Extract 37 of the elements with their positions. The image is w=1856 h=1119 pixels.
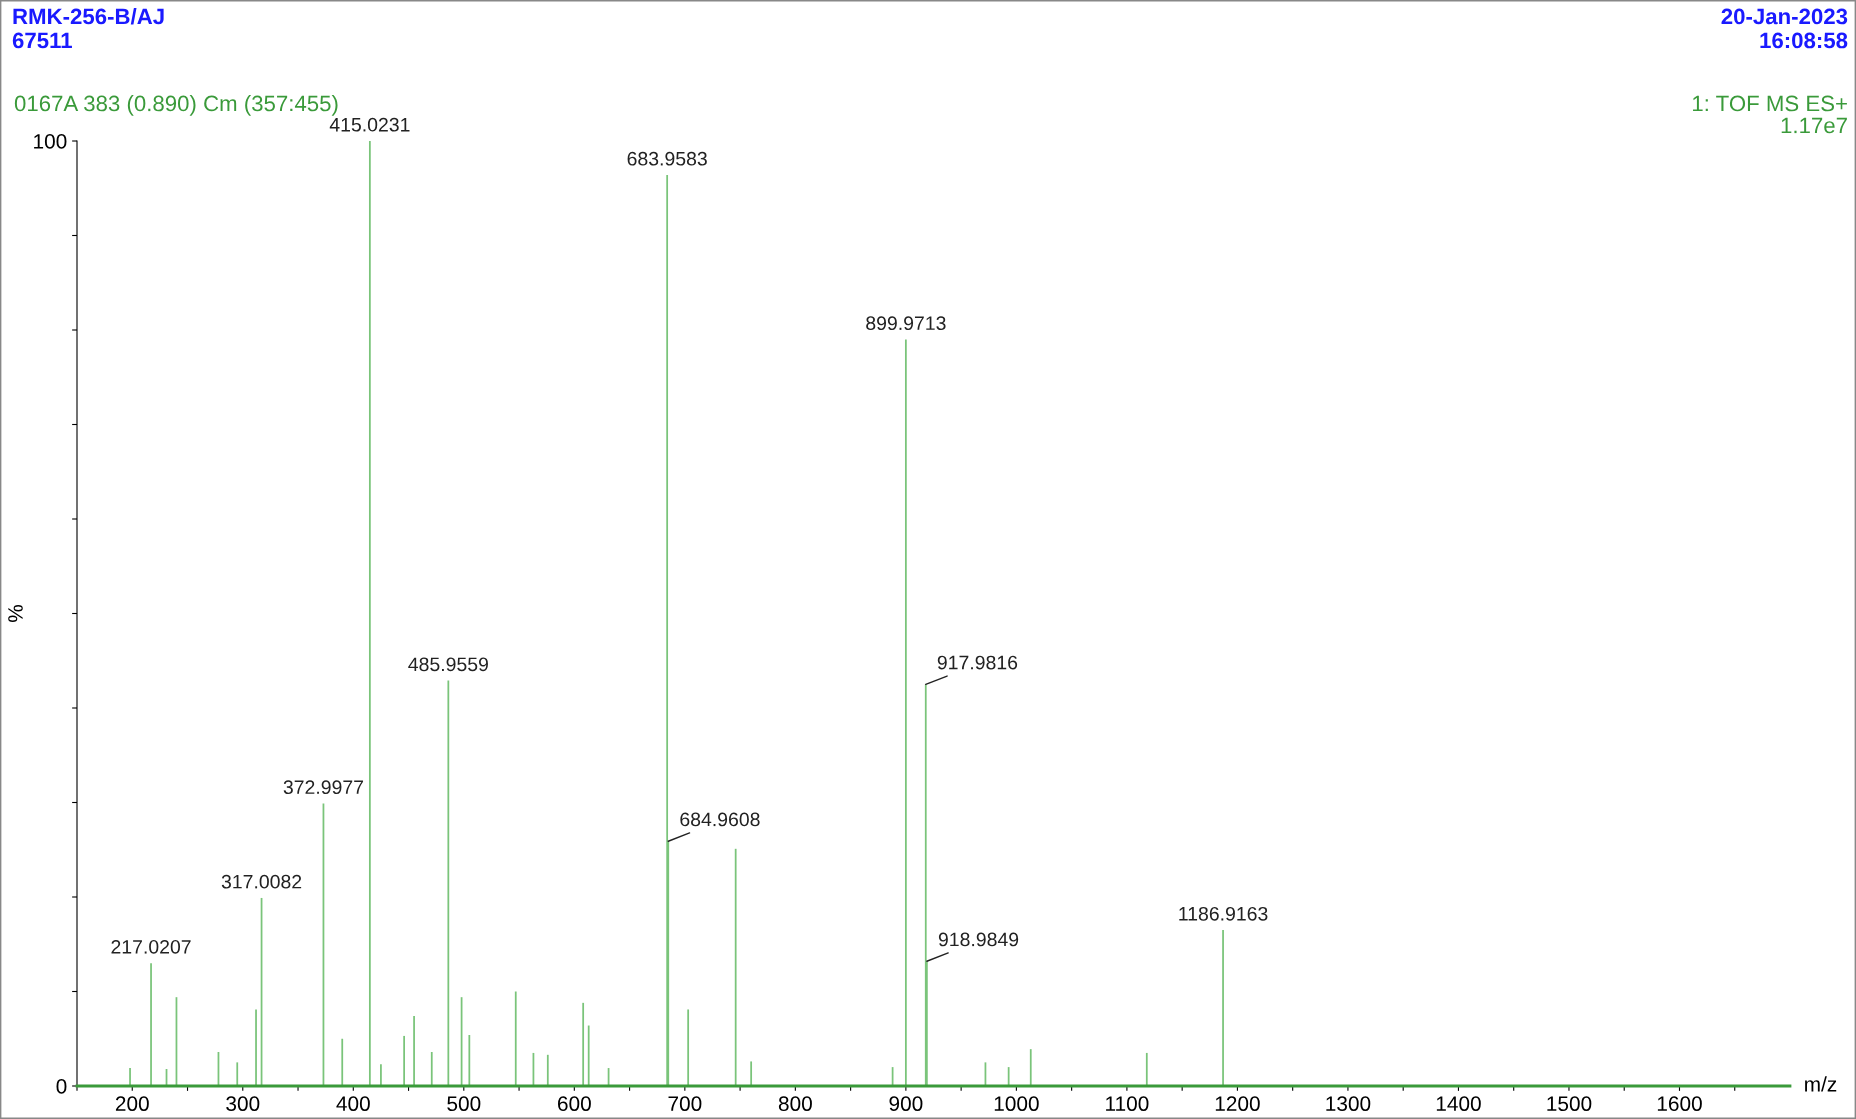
y-axis-title: % — [8, 604, 23, 623]
x-tick-label: 1200 — [1215, 1096, 1260, 1112]
x-tick-label: 400 — [336, 1096, 370, 1112]
chart-title: RMK-256-B/AJ — [13, 8, 164, 25]
x-tick-label: 1300 — [1326, 1096, 1371, 1112]
x-tick-label: 500 — [447, 1096, 481, 1112]
annotation: 415.0231 — [329, 117, 410, 132]
x-tick-label: 1600 — [1657, 1096, 1702, 1112]
annotation: 217.0207 — [111, 939, 191, 954]
text: 1.17e7 — [1781, 117, 1847, 134]
annotation: 918.9849 — [938, 932, 1019, 947]
text: 16:08:58 — [1760, 32, 1848, 49]
text: 0167A 383 (0.890) Cm (357:455) — [14, 95, 338, 116]
annotation: 917.9816 — [937, 655, 1018, 670]
x-tick-label: 300 — [226, 1096, 260, 1112]
annotation: 485.9559 — [408, 657, 488, 672]
x-tick-label: 1400 — [1436, 1096, 1481, 1112]
annotation: 684.9608 — [680, 812, 760, 827]
annotation: 317.0082 — [221, 874, 302, 889]
x-tick-label: 800 — [778, 1096, 812, 1112]
x-tick-label: 200 — [115, 1096, 149, 1112]
annotation: 899.9713 — [866, 316, 946, 331]
x-tick-label: 600 — [558, 1096, 591, 1112]
y-tick-label: 100 — [34, 134, 67, 149]
annotation: 1186.9163 — [1179, 906, 1268, 921]
x-tick-label: 900 — [889, 1096, 923, 1112]
text: 20-Jan-2023 — [1721, 8, 1848, 25]
x-axis-title: m/z — [1805, 1076, 1837, 1092]
x-tick-label: 700 — [668, 1096, 702, 1112]
x-tick-label: 1500 — [1547, 1096, 1592, 1112]
annotation: 372.9977 — [283, 780, 364, 795]
x-tick-label: 1100 — [1106, 1096, 1149, 1112]
text: 1: TOF MS ES+ — [1693, 95, 1847, 112]
x-tick-label: 1000 — [994, 1096, 1039, 1112]
chart-subtitle: 67511 — [12, 32, 72, 49]
annotation: 683.9583 — [627, 151, 707, 166]
y-tick-label: 0 — [56, 1079, 67, 1094]
